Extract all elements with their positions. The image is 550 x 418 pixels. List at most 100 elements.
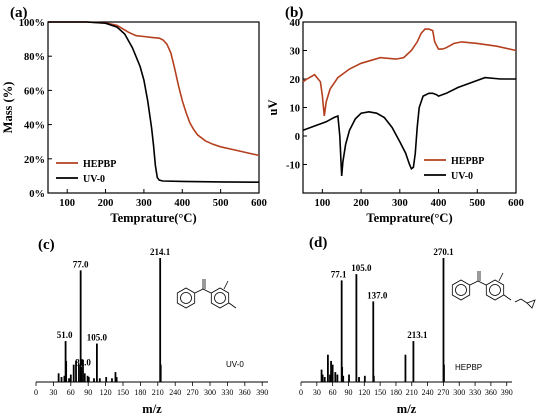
benzene-ring xyxy=(176,287,196,309)
y-tick-label: 100% xyxy=(19,18,45,29)
x-tick-label: 330 xyxy=(221,388,233,397)
x-tick-label: 180 xyxy=(134,388,146,397)
bond xyxy=(503,294,512,301)
peak-label: 213.1 xyxy=(407,330,428,340)
plot-frame xyxy=(47,21,260,194)
y-tick-label: -10 xyxy=(286,161,300,172)
x-axis-title: m/z xyxy=(397,402,417,416)
peak-label: 105.0 xyxy=(87,333,108,343)
y-axis-title: uV xyxy=(266,100,280,116)
peak-label: 77.0 xyxy=(73,259,89,269)
epoxide-ring xyxy=(526,299,536,309)
y-tick-label: 10 xyxy=(290,104,301,115)
x-tick-label: 240 xyxy=(169,388,181,397)
x-tick-label: 90 xyxy=(344,388,352,397)
x-tick-label: 300 xyxy=(136,198,152,209)
chart-a: 100 200 300 400 500 600 0% 20% 40% 60% 80% 100% Temp… xyxy=(1,18,267,225)
peak-label: 105.0 xyxy=(351,263,372,273)
panel-label-d: (d) xyxy=(309,235,327,251)
x-tick-label: 120 xyxy=(100,388,112,397)
aromatic-circle xyxy=(180,292,192,304)
x-tick-label: 300 xyxy=(453,388,465,397)
y-tick-label: 20 xyxy=(290,75,301,86)
series-line-uv-0 xyxy=(48,21,260,183)
x-tick-label: 120 xyxy=(358,388,370,397)
x-tick-label: 200 xyxy=(353,198,369,209)
x-tick-label: 600 xyxy=(251,198,267,209)
x-tick-label: 60 xyxy=(329,388,337,397)
x-tick-label: 210 xyxy=(152,388,164,397)
x-tick-label: 500 xyxy=(469,198,485,209)
x-tick-label: 100 xyxy=(59,198,75,209)
legend-label: UV-0 xyxy=(83,174,105,185)
x-tick-label: 150 xyxy=(117,388,129,397)
bond xyxy=(469,280,479,286)
plot-frame xyxy=(302,21,517,194)
y-tick-label: 20% xyxy=(24,155,45,166)
bond xyxy=(514,298,522,303)
legend-label: HEPBP xyxy=(83,159,116,170)
y-tick-label: 60% xyxy=(24,86,45,97)
series-line-hepbp xyxy=(302,28,517,117)
x-tick-label: 390 xyxy=(501,388,513,397)
x-tick-label: 0 xyxy=(299,388,303,397)
panel-label-a: (a) xyxy=(10,5,28,21)
series-line-uv-0 xyxy=(302,76,516,176)
x-tick-label: 90 xyxy=(84,388,92,397)
chart-c: 0 30 60 90 120 150 180 210 240 270 300 330 360 390 51.… xyxy=(34,247,268,416)
x-axis-title: Temprature(°C) xyxy=(366,211,452,225)
benzene-ring xyxy=(451,279,471,301)
y-tick-label: 0% xyxy=(29,189,45,200)
bond xyxy=(228,302,237,309)
aromatic-circle xyxy=(455,284,467,296)
x-axis-title: Temprature(°C) xyxy=(110,211,196,225)
aromatic-circle xyxy=(489,284,501,296)
x-tick-label: 30 xyxy=(49,388,57,397)
aromatic-circle xyxy=(214,292,226,304)
x-tick-label: 330 xyxy=(469,388,481,397)
x-tick-label: 300 xyxy=(204,388,216,397)
x-tick-label: 400 xyxy=(431,198,447,209)
y-tick-label: 80% xyxy=(24,52,45,63)
bond xyxy=(202,288,212,294)
peak-label: 270.1 xyxy=(433,247,454,257)
x-tick-label: 60 xyxy=(67,388,75,397)
x-tick-label: 500 xyxy=(213,198,229,209)
y-tick-label: 40 xyxy=(290,18,301,29)
peak-label: 214.1 xyxy=(150,247,171,257)
x-tick-label: 390 xyxy=(256,388,268,397)
x-tick-label: 100 xyxy=(314,198,330,209)
series-line-hepbp xyxy=(48,21,260,157)
y-tick-label: 0 xyxy=(295,132,300,143)
y-tick-label: 30 xyxy=(290,47,301,58)
benzene-ring xyxy=(485,279,505,301)
x-tick-label: 30 xyxy=(313,388,321,397)
spectrum-title: UV-0 xyxy=(226,360,244,369)
peak-label: 137.0 xyxy=(367,290,388,300)
chart-b: 100 200 300 400 500 600 -10 0 10 20 30 40 Temprature… xyxy=(266,18,524,225)
x-tick-label: 0 xyxy=(34,388,38,397)
x-tick-label: 200 xyxy=(98,198,114,209)
x-tick-label: 360 xyxy=(239,388,251,397)
chart-d: 0 30 60 90 120 150 180 210 240 270 300 330 360 390 77.… xyxy=(299,247,513,416)
bond xyxy=(498,272,504,282)
bond xyxy=(194,288,204,294)
hepbp-structure xyxy=(451,271,536,309)
x-tick-label: 400 xyxy=(174,198,190,209)
x-tick-label: 300 xyxy=(392,198,408,209)
spectrum-title: HEPBP xyxy=(455,363,482,372)
y-tick-label: 40% xyxy=(24,121,45,132)
x-tick-label: 270 xyxy=(187,388,199,397)
panel-label-c: (c) xyxy=(38,237,55,253)
bond xyxy=(520,298,528,304)
x-tick-label: 360 xyxy=(485,388,497,397)
x-axis-title: m/z xyxy=(142,402,162,416)
y-axis-title: Mass (%) xyxy=(1,82,15,134)
peak-label: 81.0 xyxy=(75,358,91,368)
bond xyxy=(223,280,229,290)
x-tick-label: 270 xyxy=(437,388,449,397)
legend-label: UV-0 xyxy=(451,171,473,182)
uv0-structure xyxy=(176,279,237,309)
peak-label: 51.0 xyxy=(57,330,73,340)
